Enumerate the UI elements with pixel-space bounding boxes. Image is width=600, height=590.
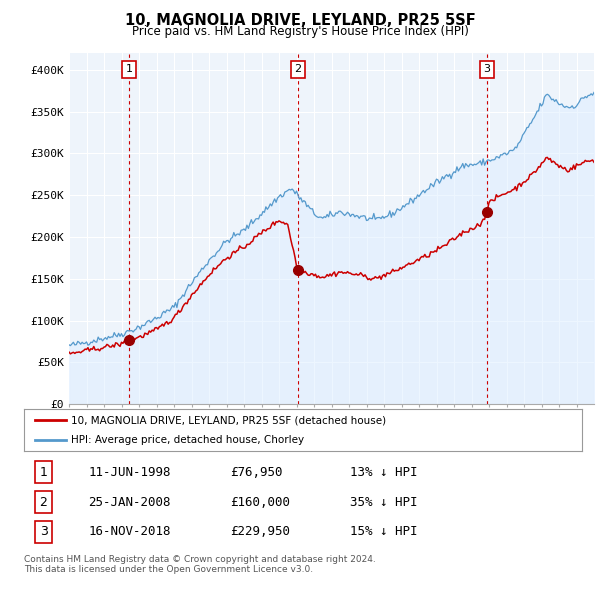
Text: 10, MAGNOLIA DRIVE, LEYLAND, PR25 5SF (detached house): 10, MAGNOLIA DRIVE, LEYLAND, PR25 5SF (d… [71, 415, 386, 425]
Text: 16-NOV-2018: 16-NOV-2018 [88, 525, 170, 538]
Text: 2: 2 [294, 64, 301, 74]
Text: Contains HM Land Registry data © Crown copyright and database right 2024.
This d: Contains HM Land Registry data © Crown c… [24, 555, 376, 574]
Text: 2: 2 [40, 496, 47, 509]
Text: 15% ↓ HPI: 15% ↓ HPI [350, 525, 418, 538]
Text: 11-JUN-1998: 11-JUN-1998 [88, 466, 170, 479]
Text: 3: 3 [40, 525, 47, 538]
Text: £229,950: £229,950 [230, 525, 290, 538]
Text: HPI: Average price, detached house, Chorley: HPI: Average price, detached house, Chor… [71, 435, 305, 445]
Text: 13% ↓ HPI: 13% ↓ HPI [350, 466, 418, 479]
Text: £76,950: £76,950 [230, 466, 283, 479]
Text: 10, MAGNOLIA DRIVE, LEYLAND, PR25 5SF: 10, MAGNOLIA DRIVE, LEYLAND, PR25 5SF [125, 13, 475, 28]
Text: 25-JAN-2008: 25-JAN-2008 [88, 496, 170, 509]
Text: 3: 3 [483, 64, 490, 74]
Text: 1: 1 [126, 64, 133, 74]
Text: £160,000: £160,000 [230, 496, 290, 509]
Text: Price paid vs. HM Land Registry's House Price Index (HPI): Price paid vs. HM Land Registry's House … [131, 25, 469, 38]
Text: 1: 1 [40, 466, 47, 479]
Text: 35% ↓ HPI: 35% ↓ HPI [350, 496, 418, 509]
